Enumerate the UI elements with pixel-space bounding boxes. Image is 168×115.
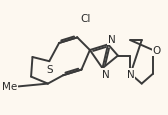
Text: N: N — [108, 34, 116, 44]
Text: N: N — [127, 69, 134, 79]
Text: O: O — [153, 46, 161, 56]
Text: N: N — [102, 69, 110, 79]
Text: Me: Me — [2, 82, 17, 92]
Text: Cl: Cl — [80, 14, 91, 24]
Text: S: S — [46, 64, 53, 74]
